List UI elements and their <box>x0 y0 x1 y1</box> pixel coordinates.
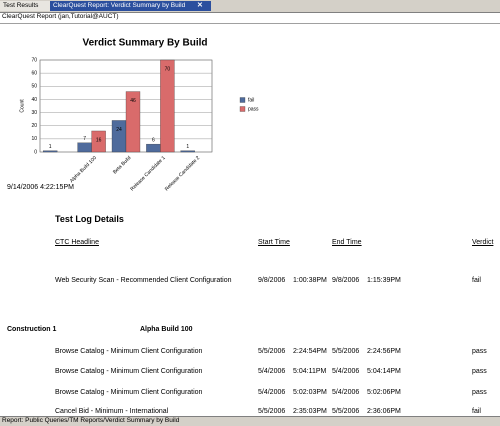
data-label: 70 <box>165 66 171 72</box>
tab[interactable]: Test Results <box>0 1 55 11</box>
bar <box>91 130 106 153</box>
group-heading: Construction 1 <box>7 326 57 333</box>
bar <box>111 120 127 153</box>
table-cell: 5/4/2006 <box>258 389 286 396</box>
bar <box>180 150 195 153</box>
tab-bar: Test Results ClearQuest Report: Verdict … <box>0 0 500 13</box>
y-tick-label: 20 <box>31 123 37 129</box>
status-text: Report: Public Queries/TM Reports/Verdic… <box>2 417 180 424</box>
close-button[interactable]: ✕ <box>197 2 203 9</box>
table-cell: pass <box>472 368 487 375</box>
table-cell: pass <box>472 389 487 396</box>
legend-swatch <box>239 106 246 112</box>
bar <box>43 150 58 153</box>
x-tick-label: Release Candidate 2 <box>164 155 201 192</box>
table-cell: pass <box>472 348 487 355</box>
table-cell: 2:24:54PM <box>293 348 327 355</box>
table-cell: 2:35:03PM <box>293 408 327 415</box>
table-cell: 5/5/2006 <box>332 348 360 355</box>
column-header: Verdict <box>472 239 494 246</box>
y-axis-label: Count <box>19 99 25 113</box>
table-cell: 5/5/2006 <box>258 408 286 415</box>
table-cell: Browse Catalog - Minimum Client Configur… <box>55 368 203 375</box>
table-cell: 5/4/2006 <box>332 389 360 396</box>
table-cell: 5/4/2006 <box>332 368 360 375</box>
bar <box>146 143 161 153</box>
y-tick-label: 60 <box>31 70 37 76</box>
data-label: 1 <box>49 144 52 150</box>
table-cell: Browse Catalog - Minimum Client Configur… <box>55 348 203 355</box>
bar <box>125 91 141 153</box>
column-header: End Time <box>332 239 362 246</box>
x-tick-label: Alpha Build 100 <box>69 155 98 184</box>
legend-label: fail <box>248 97 254 103</box>
y-tick-label: 30 <box>31 110 37 116</box>
table-cell: 5:02:03PM <box>293 389 327 396</box>
data-label: 24 <box>116 127 122 133</box>
column-header: Start Time <box>258 239 290 246</box>
x-tick-label: Release Candidate 1 <box>129 155 166 192</box>
legend-swatch <box>239 97 246 103</box>
data-label: 6 <box>152 137 155 143</box>
table-cell: 1:00:38PM <box>293 277 327 284</box>
table-cell: fail <box>472 277 481 284</box>
table-cell: 2:36:06PM <box>367 408 401 415</box>
table-cell: fail <box>472 408 481 415</box>
y-tick-label: 10 <box>31 136 37 142</box>
table-cell: 5:02:06PM <box>367 389 401 396</box>
data-label: 7 <box>83 136 86 142</box>
table-cell: Web Security Scan - Recommended Client C… <box>55 277 232 284</box>
column-header: CTC Headline <box>55 239 99 246</box>
group-heading: Alpha Build 100 <box>140 326 193 333</box>
table-cell: 5/5/2006 <box>332 408 360 415</box>
timestamp: 9/14/2006 4:22:15PM <box>7 184 74 191</box>
bar <box>77 142 92 153</box>
status-bar <box>0 416 500 426</box>
table-cell: 5/5/2006 <box>258 348 286 355</box>
report-header: ClearQuest Report (jan,Tutorial@AUCT) <box>2 13 119 20</box>
y-tick-label: 70 <box>31 57 37 63</box>
y-tick-label: 50 <box>31 84 37 90</box>
chart-title: Verdict Summary By Build <box>82 38 207 49</box>
table-cell: Cancel Bid - Minimum - International <box>55 408 169 415</box>
x-tick-label: Beta Build <box>112 155 133 176</box>
table-cell: 5:04:14PM <box>367 368 401 375</box>
table-cell: 9/8/2006 <box>332 277 360 284</box>
table-cell: 5:04:11PM <box>293 368 327 375</box>
y-tick-label: 40 <box>31 97 37 103</box>
data-label: 46 <box>130 98 136 104</box>
tab-active[interactable]: ClearQuest Report: Verdict Summary by Bu… <box>50 1 211 11</box>
table-cell: 2:24:56PM <box>367 348 401 355</box>
bar <box>160 59 175 153</box>
section-title: Test Log Details <box>55 214 124 224</box>
divider <box>0 23 500 24</box>
data-label: 16 <box>96 137 102 143</box>
chart: Verdict Summary By Build Count 0 10 20 30 40… <box>19 38 259 193</box>
legend-label: pass <box>248 106 259 112</box>
table-cell: Browse Catalog - Minimum Client Configur… <box>55 389 203 396</box>
y-tick-label: 0 <box>34 149 37 155</box>
table-cell: 9/8/2006 <box>258 277 286 284</box>
table-cell: 5/4/2006 <box>258 368 286 375</box>
data-label: 1 <box>186 144 189 150</box>
table-cell: 1:15:39PM <box>367 277 401 284</box>
